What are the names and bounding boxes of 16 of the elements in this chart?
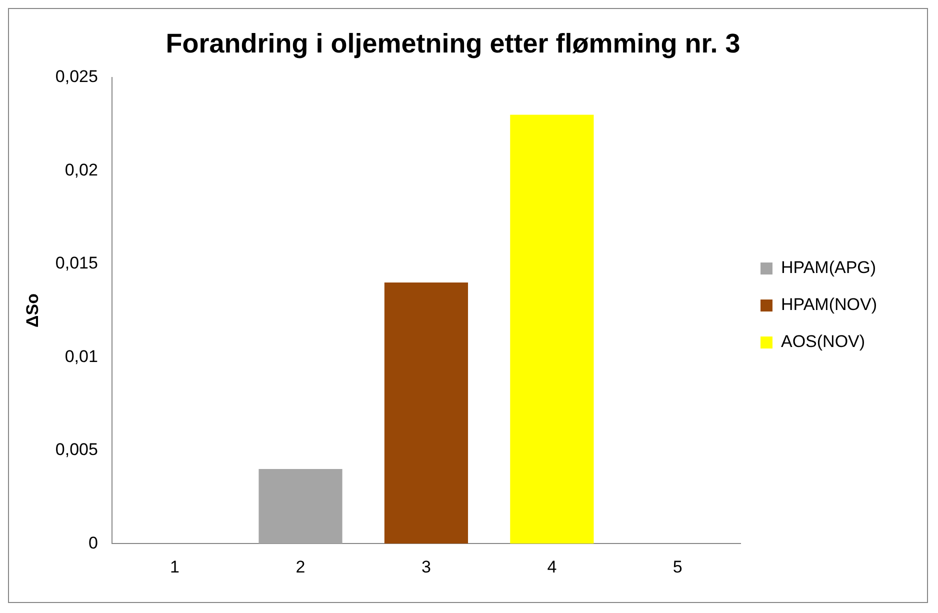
x-tick-label: 4 (547, 557, 557, 576)
x-tick-label: 1 (170, 557, 180, 576)
chart-title: Forandring i oljemetning etter flømming nr. 3 (166, 28, 740, 59)
x-tick-label: 2 (296, 557, 306, 576)
y-axis-title: ΔSo (22, 294, 42, 328)
y-tick-label: 0,005 (55, 440, 98, 460)
legend-label: HPAM(NOV) (780, 295, 877, 314)
y-tick-label: 0,015 (55, 254, 98, 273)
x-tick-label: 5 (672, 557, 682, 576)
x-tick-label: 3 (421, 557, 431, 576)
y-tick-label: 0 (88, 533, 98, 552)
y-tick-label: 0,025 (55, 67, 98, 86)
y-tick-label: 0,02 (64, 160, 98, 180)
y-tick-label: 0,01 (64, 346, 98, 366)
legend-label: AOS(NOV) (780, 332, 866, 352)
legend-label: HPAM(APG) (780, 258, 876, 278)
